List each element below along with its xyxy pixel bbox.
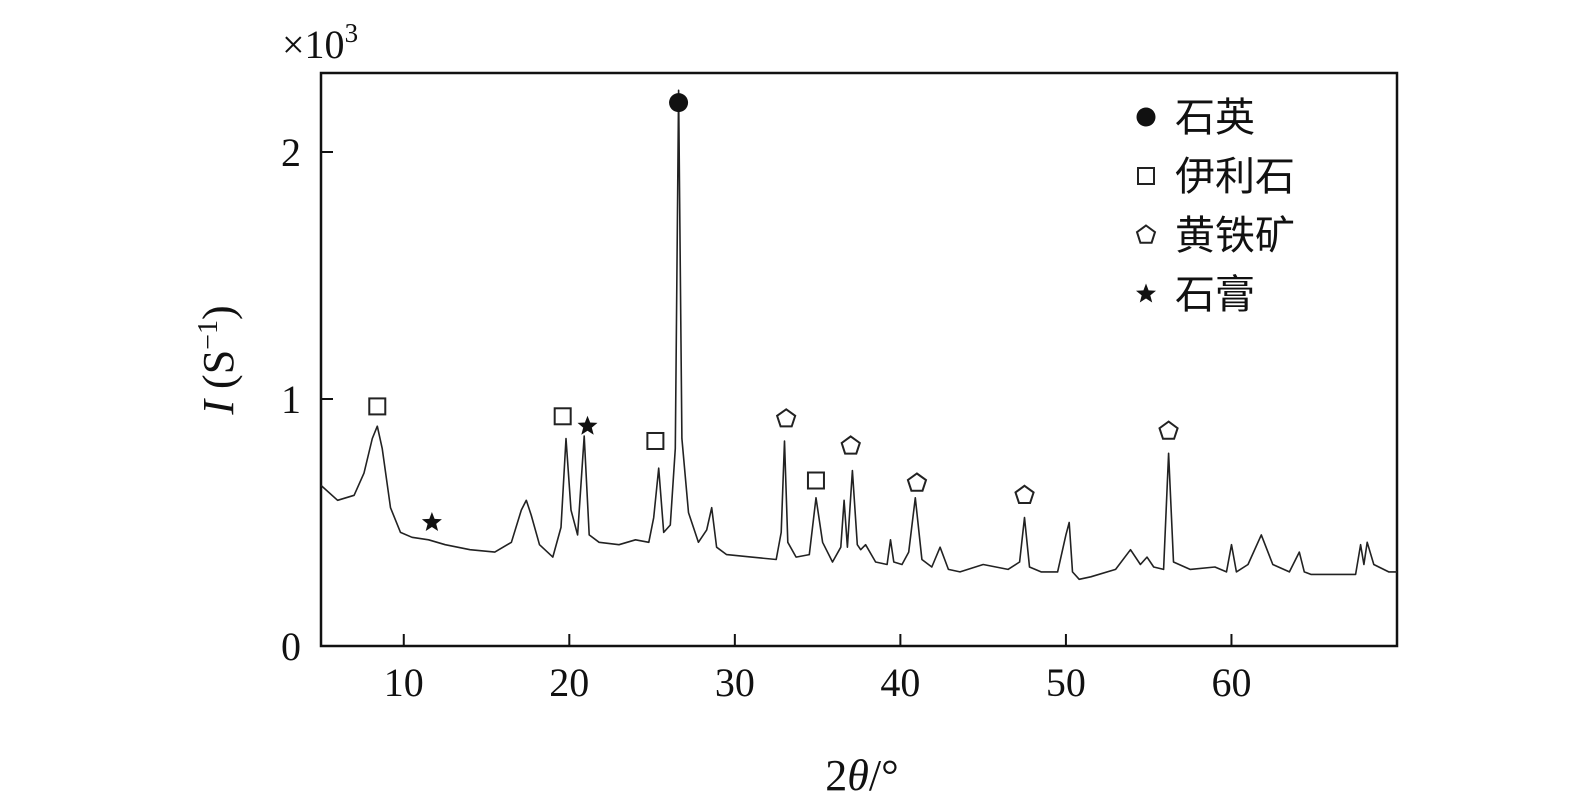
legend-label-quartz: 石英 — [1175, 95, 1255, 141]
x-tick-label: 10 — [384, 660, 424, 705]
x-tick-label: 30 — [715, 660, 755, 705]
plot-area: 10 20 30 40 50 60 0 1 2 — [281, 71, 1399, 705]
y-tick-label: 2 — [281, 130, 301, 175]
pyrite-peak-marker — [840, 435, 861, 455]
illite-peak-marker — [368, 397, 387, 416]
pyrite-peak-marker — [1014, 484, 1035, 504]
pyrite-peak-marker — [1158, 420, 1179, 440]
y-tick-label: 1 — [281, 377, 301, 422]
illite-legend-marker — [1137, 167, 1155, 185]
quartz-peak-marker — [669, 93, 689, 113]
gypsum-peak-marker — [577, 415, 598, 435]
y-scale-multiplier: ×103 — [282, 18, 358, 67]
y-tick-label: 0 — [281, 624, 301, 669]
x-tick-label: 20 — [549, 660, 589, 705]
quartz-legend-marker — [1136, 107, 1156, 127]
x-tick-label: 40 — [880, 660, 920, 705]
legend-label-pyrite: 黄铁矿 — [1175, 213, 1295, 259]
gypsum-peak-marker — [421, 512, 442, 531]
pyrite-legend-marker — [1135, 224, 1157, 244]
gypsum-legend-marker — [1136, 283, 1156, 303]
x-tick-label: 50 — [1046, 660, 1086, 705]
illite-peak-marker — [806, 471, 825, 490]
y-axis-title: I (S−1) — [193, 305, 243, 415]
legend-label-gypsum: 石膏 — [1175, 272, 1255, 318]
legend-label-illite: 伊利石 — [1175, 154, 1295, 200]
illite-peak-marker — [553, 407, 572, 426]
pyrite-peak-marker — [906, 472, 928, 492]
plot-frame — [319, 71, 1399, 648]
series-line — [320, 89, 1397, 581]
pyrite-peak-marker — [775, 408, 797, 428]
illite-peak-marker — [646, 431, 665, 450]
x-tick-label: 60 — [1211, 660, 1251, 705]
x-axis-title: 2θ/° — [825, 751, 898, 800]
